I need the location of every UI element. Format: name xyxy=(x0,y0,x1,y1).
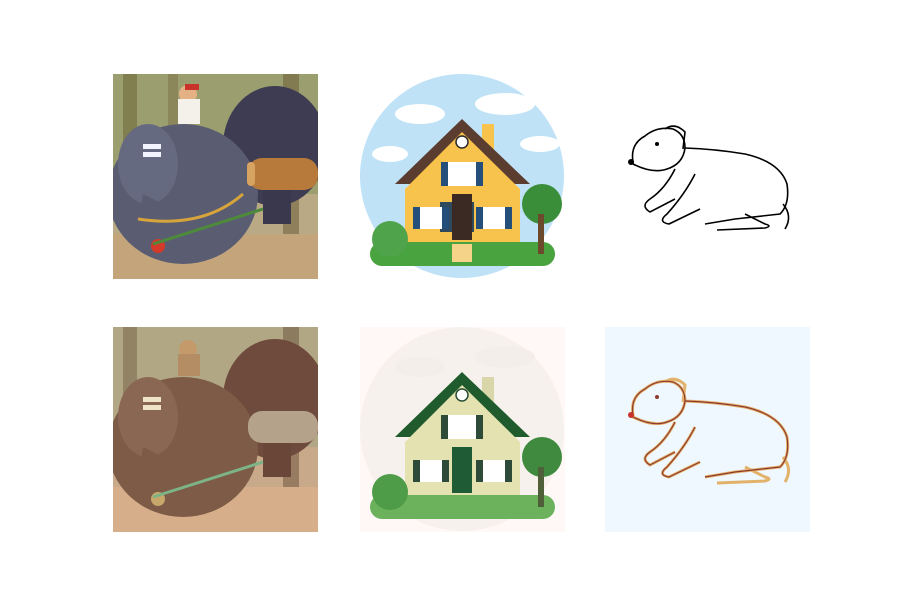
house-clipart-stylized xyxy=(360,327,565,532)
house-clipart-original-art xyxy=(360,74,565,279)
elephant-painting-original-art xyxy=(113,74,318,279)
elephant-painting-original xyxy=(113,74,318,279)
dog-sketch-stylized xyxy=(605,327,810,532)
elephant-painting-stylized-art xyxy=(113,327,318,532)
house-clipart-stylized-art xyxy=(360,327,565,532)
dog-sketch-original xyxy=(605,74,810,279)
elephant-painting-stylized xyxy=(113,327,318,532)
dog-sketch-original-art xyxy=(605,74,810,279)
dog-sketch-stylized-art xyxy=(605,327,810,532)
house-clipart-original xyxy=(360,74,565,279)
